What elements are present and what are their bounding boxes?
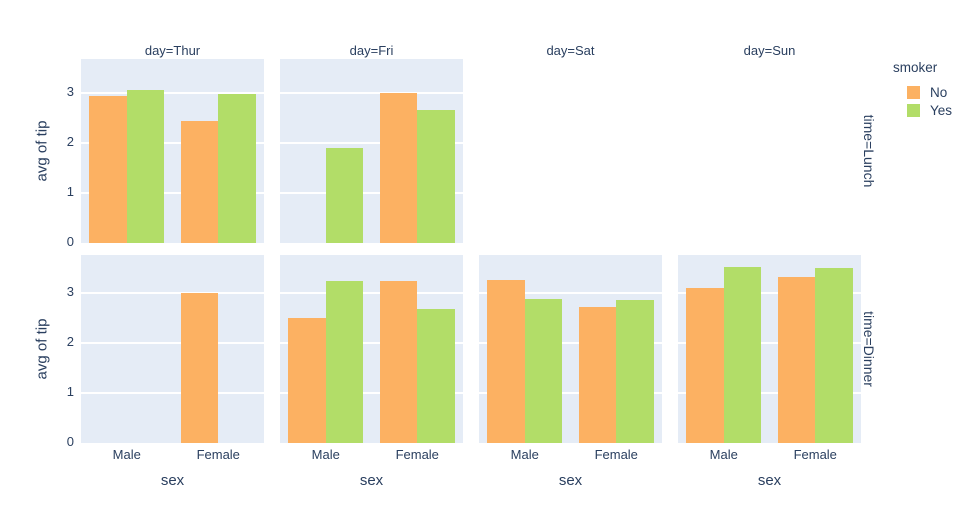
- y-axis-tick-label: 0: [66, 434, 74, 449]
- bar: [417, 309, 455, 443]
- x-axis-tick-label: Male: [709, 447, 738, 462]
- bar: [417, 110, 455, 243]
- plot-panel: [81, 255, 264, 443]
- facet-row-label: time=Dinner: [861, 311, 878, 387]
- gridline: [280, 92, 463, 94]
- bar: [180, 293, 219, 443]
- legend-entry-label: No: [930, 84, 948, 100]
- y-axis-tick-label: 2: [66, 334, 74, 349]
- bar: [288, 318, 326, 443]
- bar: [777, 276, 816, 443]
- gridline: [678, 342, 861, 344]
- x-axis-title: sex: [757, 472, 782, 489]
- bar: [325, 280, 364, 443]
- bar: [89, 96, 127, 243]
- x-axis-title: sex: [160, 472, 185, 489]
- bar: [379, 93, 418, 243]
- legend-entry[interactable]: No: [893, 84, 952, 102]
- gridline: [81, 392, 264, 394]
- gridline: [280, 342, 463, 344]
- y-axis-tick-label: 2: [66, 134, 74, 149]
- facet-title: day=Fri: [349, 43, 394, 58]
- gridline: [280, 142, 463, 144]
- gridline: [81, 142, 264, 144]
- x-axis-tick-label: Female: [196, 447, 240, 462]
- bar: [524, 299, 563, 443]
- y-axis-tick-label: 3: [66, 284, 74, 299]
- legend-title: smoker: [893, 60, 938, 75]
- gridline: [81, 292, 264, 294]
- x-axis-tick-label: Male: [510, 447, 539, 462]
- gridline: [81, 192, 264, 194]
- bar: [723, 267, 762, 443]
- facet-title: day=Thur: [144, 43, 201, 58]
- facet-title: day=Sun: [743, 43, 796, 58]
- gridline: [678, 392, 861, 394]
- bar: [815, 268, 853, 443]
- x-axis-title: sex: [558, 472, 583, 489]
- bar: [578, 306, 617, 443]
- bar: [126, 90, 165, 243]
- x-axis-tick-label: Male: [311, 447, 340, 462]
- bar: [379, 280, 418, 443]
- gridline: [479, 342, 662, 344]
- x-axis-tick-label: Female: [793, 447, 837, 462]
- legend: smoker No Yes: [893, 60, 952, 120]
- gridline: [479, 292, 662, 294]
- legend-entry-label: Yes: [930, 102, 953, 118]
- legend-swatch: [907, 86, 920, 100]
- x-axis-tick-label: Male: [112, 447, 141, 462]
- gridline: [280, 292, 463, 294]
- y-axis-tick-label: 1: [66, 384, 74, 399]
- bar: [487, 280, 525, 443]
- y-axis-tick-label: 0: [66, 234, 74, 249]
- gridline: [678, 292, 861, 294]
- legend-entry[interactable]: Yes: [893, 102, 952, 120]
- x-axis-title: sex: [359, 472, 384, 489]
- bar: [218, 93, 256, 243]
- y-axis-title: avg of tip: [33, 120, 51, 182]
- y-axis-tick-label: 3: [66, 84, 74, 99]
- gridline: [81, 92, 264, 94]
- bar: [180, 121, 219, 243]
- x-axis-tick-label: Female: [395, 447, 439, 462]
- y-axis-tick-label: 1: [66, 184, 74, 199]
- gridline: [81, 342, 264, 344]
- facet-title: day=Sat: [546, 43, 595, 58]
- gridline: [479, 392, 662, 394]
- facet-row-label: time=Lunch: [861, 114, 878, 188]
- bar: [686, 287, 724, 443]
- gridline: [280, 192, 463, 194]
- bar: [616, 299, 654, 443]
- x-axis-tick-label: Female: [594, 447, 638, 462]
- legend-swatch: [907, 104, 920, 118]
- gridline: [280, 392, 463, 394]
- bar: [325, 148, 364, 243]
